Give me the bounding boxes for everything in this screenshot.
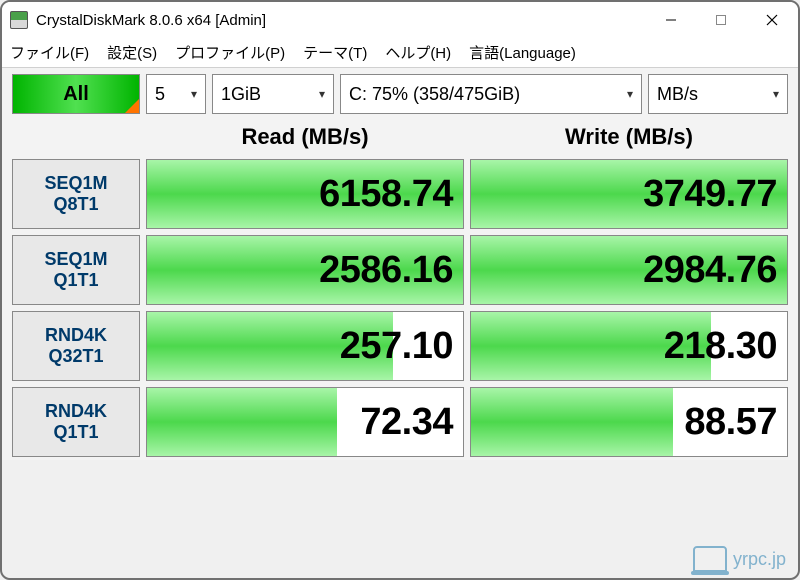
test-label-line2: Q1T1 — [53, 422, 98, 443]
count-value: 5 — [155, 84, 165, 105]
watermark-text: yrpc.jp — [733, 549, 786, 570]
read-header: Read (MB/s) — [146, 124, 464, 150]
test-button-0[interactable]: SEQ1MQ8T1 — [12, 159, 140, 229]
test-button-1[interactable]: SEQ1MQ1T1 — [12, 235, 140, 305]
test-row: SEQ1MQ8T1 6158.74 3749.77 — [2, 156, 798, 232]
chevron-down-icon: ▾ — [773, 87, 779, 101]
test-label-line1: RND4K — [45, 401, 107, 422]
menu-theme[interactable]: テーマ(T) — [303, 42, 367, 63]
test-label-line1: SEQ1M — [44, 173, 107, 194]
test-label-line2: Q8T1 — [53, 194, 98, 215]
drive-select[interactable]: C: 75% (358/475GiB) ▾ — [340, 74, 642, 114]
menu-file[interactable]: ファイル(F) — [10, 42, 89, 63]
write-value: 3749.77 — [643, 173, 777, 216]
watermark: yrpc.jp — [693, 546, 786, 572]
controls-row: All 5 ▾ 1GiB ▾ C: 75% (358/475GiB) ▾ MB/… — [2, 68, 798, 118]
minimize-icon — [665, 14, 677, 26]
test-label-line1: SEQ1M — [44, 249, 107, 270]
test-button-2[interactable]: RND4KQ32T1 — [12, 311, 140, 381]
read-value: 2586.16 — [319, 249, 453, 292]
drive-value: C: 75% (358/475GiB) — [349, 84, 520, 105]
write-value: 218.30 — [664, 325, 777, 368]
laptop-icon — [693, 546, 727, 572]
write-value: 2984.76 — [643, 249, 777, 292]
test-label-line2: Q32T1 — [48, 346, 103, 367]
test-row: RND4KQ1T1 72.34 88.57 — [2, 384, 798, 460]
headers-row: Read (MB/s) Write (MB/s) — [2, 118, 798, 156]
window-title: CrystalDiskMark 8.0.6 x64 [Admin] — [36, 12, 646, 29]
menu-help[interactable]: ヘルプ(H) — [385, 42, 451, 63]
menu-settings[interactable]: 設定(S) — [107, 42, 157, 63]
write-bar — [471, 388, 673, 456]
maximize-button[interactable] — [696, 2, 746, 38]
read-value: 6158.74 — [319, 173, 453, 216]
write-value: 88.57 — [684, 401, 777, 444]
titlebar: CrystalDiskMark 8.0.6 x64 [Admin] — [2, 2, 798, 38]
read-bar — [147, 388, 337, 456]
menu-profile[interactable]: プロファイル(P) — [175, 42, 285, 63]
chevron-down-icon: ▾ — [319, 87, 325, 101]
unit-value: MB/s — [657, 84, 698, 105]
read-value: 72.34 — [360, 401, 453, 444]
test-button-3[interactable]: RND4KQ1T1 — [12, 387, 140, 457]
menubar: ファイル(F) 設定(S) プロファイル(P) テーマ(T) ヘルプ(H) 言語… — [2, 38, 798, 68]
read-result: 72.34 — [146, 387, 464, 457]
write-result: 88.57 — [470, 387, 788, 457]
size-value: 1GiB — [221, 84, 261, 105]
write-result: 2984.76 — [470, 235, 788, 305]
unit-select[interactable]: MB/s ▾ — [648, 74, 788, 114]
read-value: 257.10 — [340, 325, 453, 368]
write-result: 3749.77 — [470, 159, 788, 229]
test-label-line1: RND4K — [45, 325, 107, 346]
test-row: RND4KQ32T1 257.10 218.30 — [2, 308, 798, 384]
maximize-icon — [715, 14, 727, 26]
all-button[interactable]: All — [12, 74, 140, 114]
write-header: Write (MB/s) — [470, 124, 788, 150]
read-result: 6158.74 — [146, 159, 464, 229]
all-button-label: All — [63, 83, 89, 106]
chevron-down-icon: ▾ — [627, 87, 633, 101]
app-icon — [10, 11, 28, 29]
write-result: 218.30 — [470, 311, 788, 381]
size-select[interactable]: 1GiB ▾ — [212, 74, 334, 114]
menu-language[interactable]: 言語(Language) — [469, 42, 576, 63]
test-label-line2: Q1T1 — [53, 270, 98, 291]
close-icon — [765, 13, 779, 27]
tests-container: SEQ1MQ8T16158.743749.77SEQ1MQ1T12586.162… — [2, 156, 798, 460]
test-row: SEQ1MQ1T1 2586.16 2984.76 — [2, 232, 798, 308]
window-controls — [646, 2, 798, 38]
read-result: 257.10 — [146, 311, 464, 381]
read-result: 2586.16 — [146, 235, 464, 305]
count-select[interactable]: 5 ▾ — [146, 74, 206, 114]
chevron-down-icon: ▾ — [191, 87, 197, 101]
close-button[interactable] — [746, 2, 798, 38]
minimize-button[interactable] — [646, 2, 696, 38]
